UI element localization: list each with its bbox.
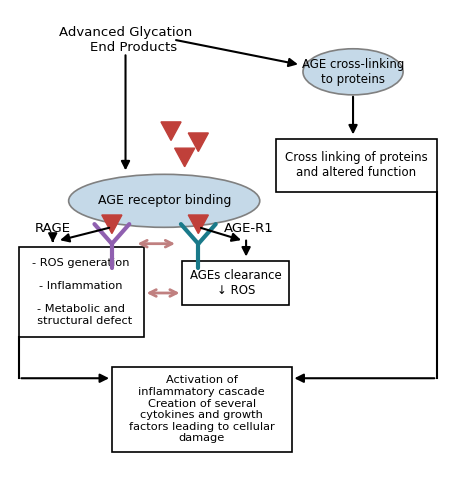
Bar	[182, 261, 289, 304]
Text: RAGE: RAGE	[35, 222, 71, 235]
Polygon shape	[102, 215, 122, 234]
Polygon shape	[188, 133, 209, 152]
Bar	[18, 247, 144, 337]
Polygon shape	[161, 122, 181, 141]
Text: Activation of
inflammatory cascade
Creation of several
cytokines and growth
fact: Activation of inflammatory cascade Creat…	[129, 375, 274, 444]
Polygon shape	[188, 215, 209, 234]
Text: AGE-R1: AGE-R1	[224, 222, 273, 235]
Text: AGE receptor binding: AGE receptor binding	[98, 194, 231, 207]
Polygon shape	[174, 148, 195, 167]
Bar	[276, 139, 437, 192]
Text: Advanced Glycation
    End Products: Advanced Glycation End Products	[59, 25, 192, 54]
Ellipse shape	[69, 174, 260, 228]
Text: AGE cross-linking
to proteins: AGE cross-linking to proteins	[302, 58, 404, 86]
Text: Cross linking of proteins
and altered function: Cross linking of proteins and altered fu…	[285, 151, 428, 179]
Text: AGEs clearance
↓ ROS: AGEs clearance ↓ ROS	[190, 269, 282, 297]
Ellipse shape	[303, 49, 403, 95]
Text: - ROS generation

- Inflammation

- Metabolic and
  structural defect: - ROS generation - Inflammation - Metabo…	[30, 258, 132, 326]
Bar	[112, 367, 292, 452]
